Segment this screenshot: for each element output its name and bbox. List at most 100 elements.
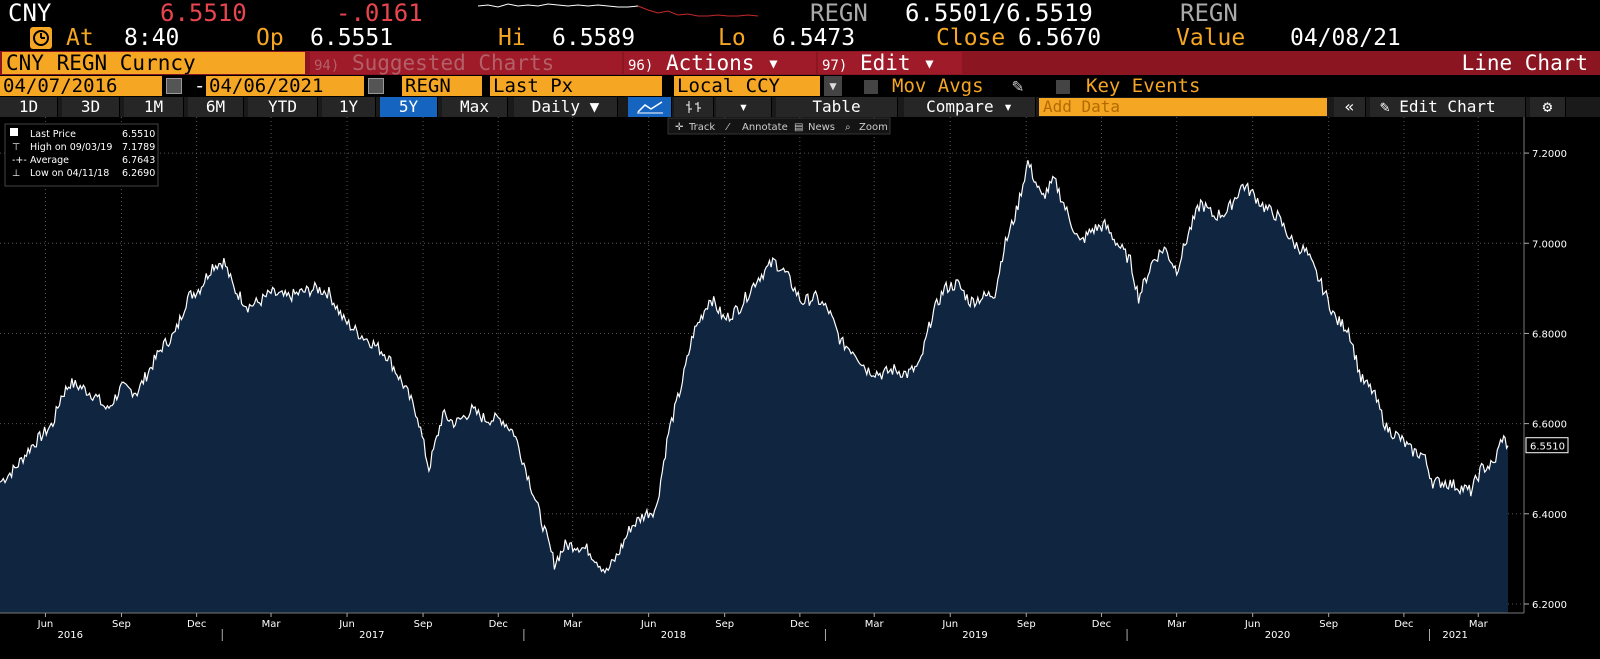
settings-bar: 04/07/2016 - 04/06/2021 REGN Last Px Loc… <box>0 76 1600 97</box>
x-year-label: 2016 <box>58 630 83 641</box>
x-month-label: Mar <box>1469 619 1489 630</box>
date-separator: - <box>194 75 206 97</box>
period-1y-button[interactable]: 1Y <box>322 97 376 117</box>
close-value: 6.5670 <box>1018 25 1102 51</box>
x-month-label: Dec <box>790 619 809 630</box>
x-month-label: Dec <box>187 619 206 630</box>
price-chart[interactable]: 6.2000 6.4000 6.6000 6.8000 7.0000 7.2000 Jun… <box>0 117 1600 659</box>
start-date-field[interactable]: 04/07/2016 <box>0 76 162 96</box>
intraday-sparkline <box>478 3 759 17</box>
x-month-label: Mar <box>262 619 282 630</box>
x-year-label: 2017 <box>359 630 384 641</box>
edit-menu[interactable]: 97) Edit ▾ <box>818 52 962 74</box>
annotate-label: Annotate <box>742 122 788 133</box>
x-month-label: Dec <box>1092 619 1111 630</box>
period-3d-button[interactable]: 3D <box>62 97 120 117</box>
x-month-label: Sep <box>715 619 734 630</box>
x-year-label: 2018 <box>661 630 686 641</box>
period-6m-button[interactable]: 6M <box>188 97 244 117</box>
add-data-input[interactable]: Add Data <box>1039 98 1327 116</box>
x-month-label: Dec <box>489 619 508 630</box>
x-month-label: Jun <box>640 619 657 630</box>
actions-num: 96) <box>628 58 654 74</box>
price-line <box>0 160 1509 575</box>
legend-last-value: 6.5510 <box>122 129 155 140</box>
ticker-field[interactable]: CNY REGN Curncy <box>2 52 305 74</box>
period-ytd-button[interactable]: YTD <box>248 97 318 117</box>
line-chart-icon[interactable] <box>628 97 672 117</box>
low-marker-icon: ⊥ <box>12 168 20 179</box>
pencil-icon: ✎ <box>1380 97 1400 116</box>
x-axis: Jun Sep Dec Mar Jun Sep Dec Mar Jun Sep Dec Mar Jun S… <box>0 612 1524 641</box>
y-tick-label: 7.0000 <box>1532 239 1567 250</box>
x-month-label: Sep <box>414 619 433 630</box>
pencil-icon[interactable]: ✎ <box>1012 75 1024 97</box>
legend-low-value: 6.2690 <box>122 168 155 179</box>
chevron-down-icon[interactable]: ▼ <box>824 76 842 96</box>
chevron-down-icon[interactable]: ▾ <box>716 97 772 117</box>
field-selector[interactable]: Last Px <box>490 76 662 96</box>
high-value: 6.5589 <box>552 25 636 51</box>
news-tool[interactable]: ▤ News <box>794 122 835 133</box>
at-value: 8:40 <box>124 25 180 51</box>
news-label: News <box>808 122 835 133</box>
zoom-icon: ⌕ <box>845 122 851 133</box>
x-year-label: 2021 <box>1442 630 1467 641</box>
actions-menu[interactable]: 96) Actions ▾ <box>624 52 816 74</box>
bid-ask: 6.5501/6.5519 <box>905 0 1093 27</box>
clock-icon <box>30 27 52 49</box>
legend-high-label: High on 09/03/19 <box>30 142 112 153</box>
annotate-tool[interactable]: ⁄ Annotate <box>725 122 788 133</box>
period-1d-button[interactable]: 1D <box>0 97 58 117</box>
y-tick-label: 6.6000 <box>1532 420 1567 431</box>
x-month-label: Dec <box>1394 619 1413 630</box>
x-month-label: Sep <box>1017 619 1036 630</box>
edit-chart-button[interactable]: ✎ Edit Chart <box>1370 97 1526 117</box>
last-price-swatch <box>10 128 18 136</box>
y-tick-label: 6.4000 <box>1532 510 1567 521</box>
legend-average-label: Average <box>30 155 69 166</box>
annotate-icon: ⁄ <box>725 122 731 133</box>
symbol: CNY <box>8 0 52 27</box>
x-month-label: Jun <box>37 619 54 630</box>
zoom-tool[interactable]: ⌕ Zoom <box>845 122 888 133</box>
end-date-field[interactable]: 04/06/2021 <box>206 76 364 96</box>
high-label: Hi <box>498 25 526 51</box>
net-change: -.0161 <box>336 0 423 27</box>
suggested-charts-menu[interactable]: 94) Suggested Charts <box>310 52 622 74</box>
frequency-dropdown[interactable]: Daily ▼ <box>514 97 618 117</box>
edit-num: 97) <box>822 58 848 74</box>
suggested-num: 94) <box>314 58 340 74</box>
y-axis: 6.2000 6.4000 6.6000 6.8000 7.0000 7.2000 <box>1523 117 1567 613</box>
value-label: Value <box>1176 25 1246 51</box>
period-max-button[interactable]: Max <box>442 97 508 117</box>
gear-icon[interactable]: ⚙ <box>1530 97 1566 117</box>
source-field[interactable]: REGN <box>402 76 482 96</box>
actions-label: Actions ▾ <box>665 51 780 75</box>
x-year-label: 2019 <box>962 630 987 641</box>
menu-bar: CNY REGN Curncy 94) Suggested Charts 96)… <box>0 51 1600 75</box>
track-tool[interactable]: ✛ Track <box>675 122 715 133</box>
bar-chart-icon[interactable] <box>674 97 714 117</box>
price-area-fill <box>0 160 1508 614</box>
period-1m-button[interactable]: 1M <box>124 97 184 117</box>
compare-dropdown[interactable]: Compare ▾ <box>904 97 1036 117</box>
open-value: 6.5551 <box>310 25 394 51</box>
y-tick-label: 6.2000 <box>1532 600 1567 611</box>
collapse-button[interactable]: « <box>1334 97 1366 117</box>
chart-type-label: Line Chart <box>1461 51 1588 75</box>
y-tick-label: 6.8000 <box>1532 329 1567 340</box>
chart-toolbar: 1D 3D 1M 6M YTD 1Y 5Y Max Daily ▼ ▾ Tabl… <box>0 97 1600 117</box>
mov-avgs-checkbox[interactable] <box>864 80 878 94</box>
calendar-icon[interactable] <box>166 78 182 94</box>
key-events-checkbox[interactable] <box>1056 80 1070 94</box>
track-icon: ✛ <box>675 122 684 133</box>
x-month-label: Jun <box>338 619 355 630</box>
period-5y-button[interactable]: 5Y <box>380 97 438 117</box>
currency-selector[interactable]: Local CCY <box>674 76 820 96</box>
table-button[interactable]: Table <box>776 97 898 117</box>
calendar-icon[interactable] <box>368 78 384 94</box>
low-label: Lo <box>718 25 746 51</box>
x-month-label: Jun <box>941 619 958 630</box>
x-month-label: Sep <box>1319 619 1338 630</box>
